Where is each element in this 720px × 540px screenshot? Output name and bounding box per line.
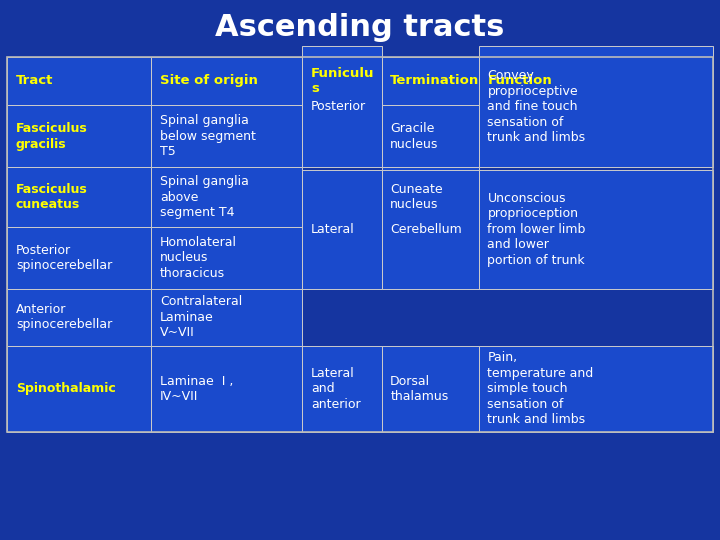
Text: Fasciculus
gracilis: Fasciculus gracilis — [16, 122, 88, 151]
Text: Function: Function — [487, 75, 552, 87]
Bar — [302, 57, 382, 105]
Text: Lateral
and
anterior: Lateral and anterior — [311, 367, 361, 411]
Bar — [151, 227, 302, 289]
Text: Cuneate
nucleus: Cuneate nucleus — [390, 183, 443, 211]
Bar — [479, 46, 713, 167]
Text: Funiculu
s: Funiculu s — [311, 67, 374, 95]
Text: Spinothalamic: Spinothalamic — [16, 382, 116, 395]
Bar — [479, 57, 713, 105]
Text: Cerebellum: Cerebellum — [390, 223, 462, 236]
Bar — [151, 289, 302, 346]
Text: Contralateral
Laminae
V~VII: Contralateral Laminae V~VII — [160, 295, 242, 339]
Bar — [7, 57, 713, 432]
Text: Convey
proprioceptive
and fine touch
sensation of
trunk and limbs: Convey proprioceptive and fine touch sen… — [487, 69, 585, 144]
Text: Laminae  I ,
IV~VII: Laminae I , IV~VII — [160, 375, 233, 403]
Text: Termination: Termination — [390, 75, 480, 87]
Bar — [302, 346, 382, 432]
Text: Unconscious
proprioception
from lower limb
and lower
portion of trunk: Unconscious proprioception from lower li… — [487, 192, 586, 267]
Bar — [302, 170, 382, 289]
Bar — [7, 57, 151, 105]
Bar — [7, 105, 151, 167]
Bar — [7, 346, 151, 432]
Bar — [382, 346, 479, 432]
Bar — [382, 57, 479, 105]
Bar — [7, 167, 151, 227]
Bar — [151, 57, 302, 105]
Text: Dorsal
thalamus: Dorsal thalamus — [390, 375, 449, 403]
Text: Spinal ganglia
below segment
T5: Spinal ganglia below segment T5 — [160, 114, 256, 158]
Text: Spinal ganglia
above
segment T4: Spinal ganglia above segment T4 — [160, 175, 248, 219]
Bar — [382, 167, 479, 227]
Text: Tract: Tract — [16, 75, 53, 87]
Bar — [382, 170, 479, 289]
Text: Pain,
temperature and
simple touch
sensation of
trunk and limbs: Pain, temperature and simple touch sensa… — [487, 352, 594, 426]
Text: Posterior: Posterior — [311, 100, 366, 113]
Text: Lateral: Lateral — [311, 223, 355, 236]
Bar — [302, 46, 382, 167]
Bar — [151, 105, 302, 167]
Bar — [151, 167, 302, 227]
Text: Anterior
spinocerebellar: Anterior spinocerebellar — [16, 303, 112, 332]
Text: Homolateral
nucleus
thoracicus: Homolateral nucleus thoracicus — [160, 236, 237, 280]
Text: Gracile
nucleus: Gracile nucleus — [390, 122, 438, 151]
Text: Fasciculus
cuneatus: Fasciculus cuneatus — [16, 183, 88, 211]
Bar — [7, 289, 151, 346]
Text: Ascending tracts: Ascending tracts — [215, 12, 505, 42]
Bar — [479, 170, 713, 289]
Text: Posterior
spinocerebellar: Posterior spinocerebellar — [16, 244, 112, 272]
Text: Site of origin: Site of origin — [160, 75, 258, 87]
Bar — [479, 346, 713, 432]
Bar — [7, 227, 151, 289]
Bar — [151, 346, 302, 432]
Bar — [382, 105, 479, 167]
